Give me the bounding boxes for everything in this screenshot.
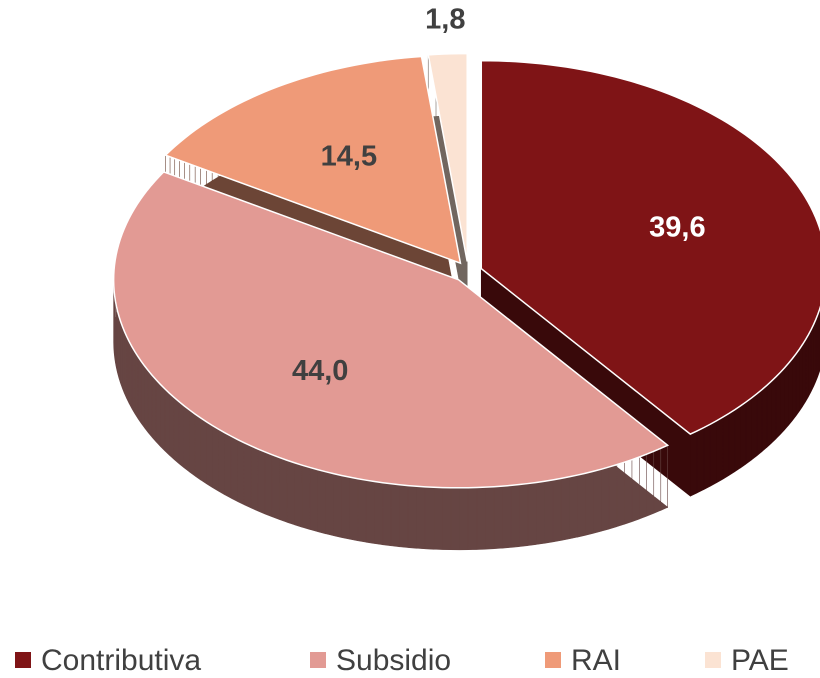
slice [164, 55, 462, 265]
data-label: 1,8 [425, 4, 465, 36]
legend-label: Subsidio [336, 644, 451, 677]
legend-label: RAI [571, 644, 621, 677]
legend-swatch [310, 652, 326, 668]
legend-label: Contributiva [41, 644, 201, 677]
legend-swatch [15, 652, 31, 668]
legend-swatch [545, 652, 561, 668]
legend-swatch [705, 652, 721, 668]
slice [480, 59, 820, 435]
data-label: 14,5 [321, 141, 377, 173]
data-label: 44,0 [292, 355, 348, 387]
slice [112, 170, 670, 489]
data-label: 39,6 [649, 211, 705, 243]
legend-label: PAE [731, 644, 789, 677]
slice [427, 52, 468, 262]
